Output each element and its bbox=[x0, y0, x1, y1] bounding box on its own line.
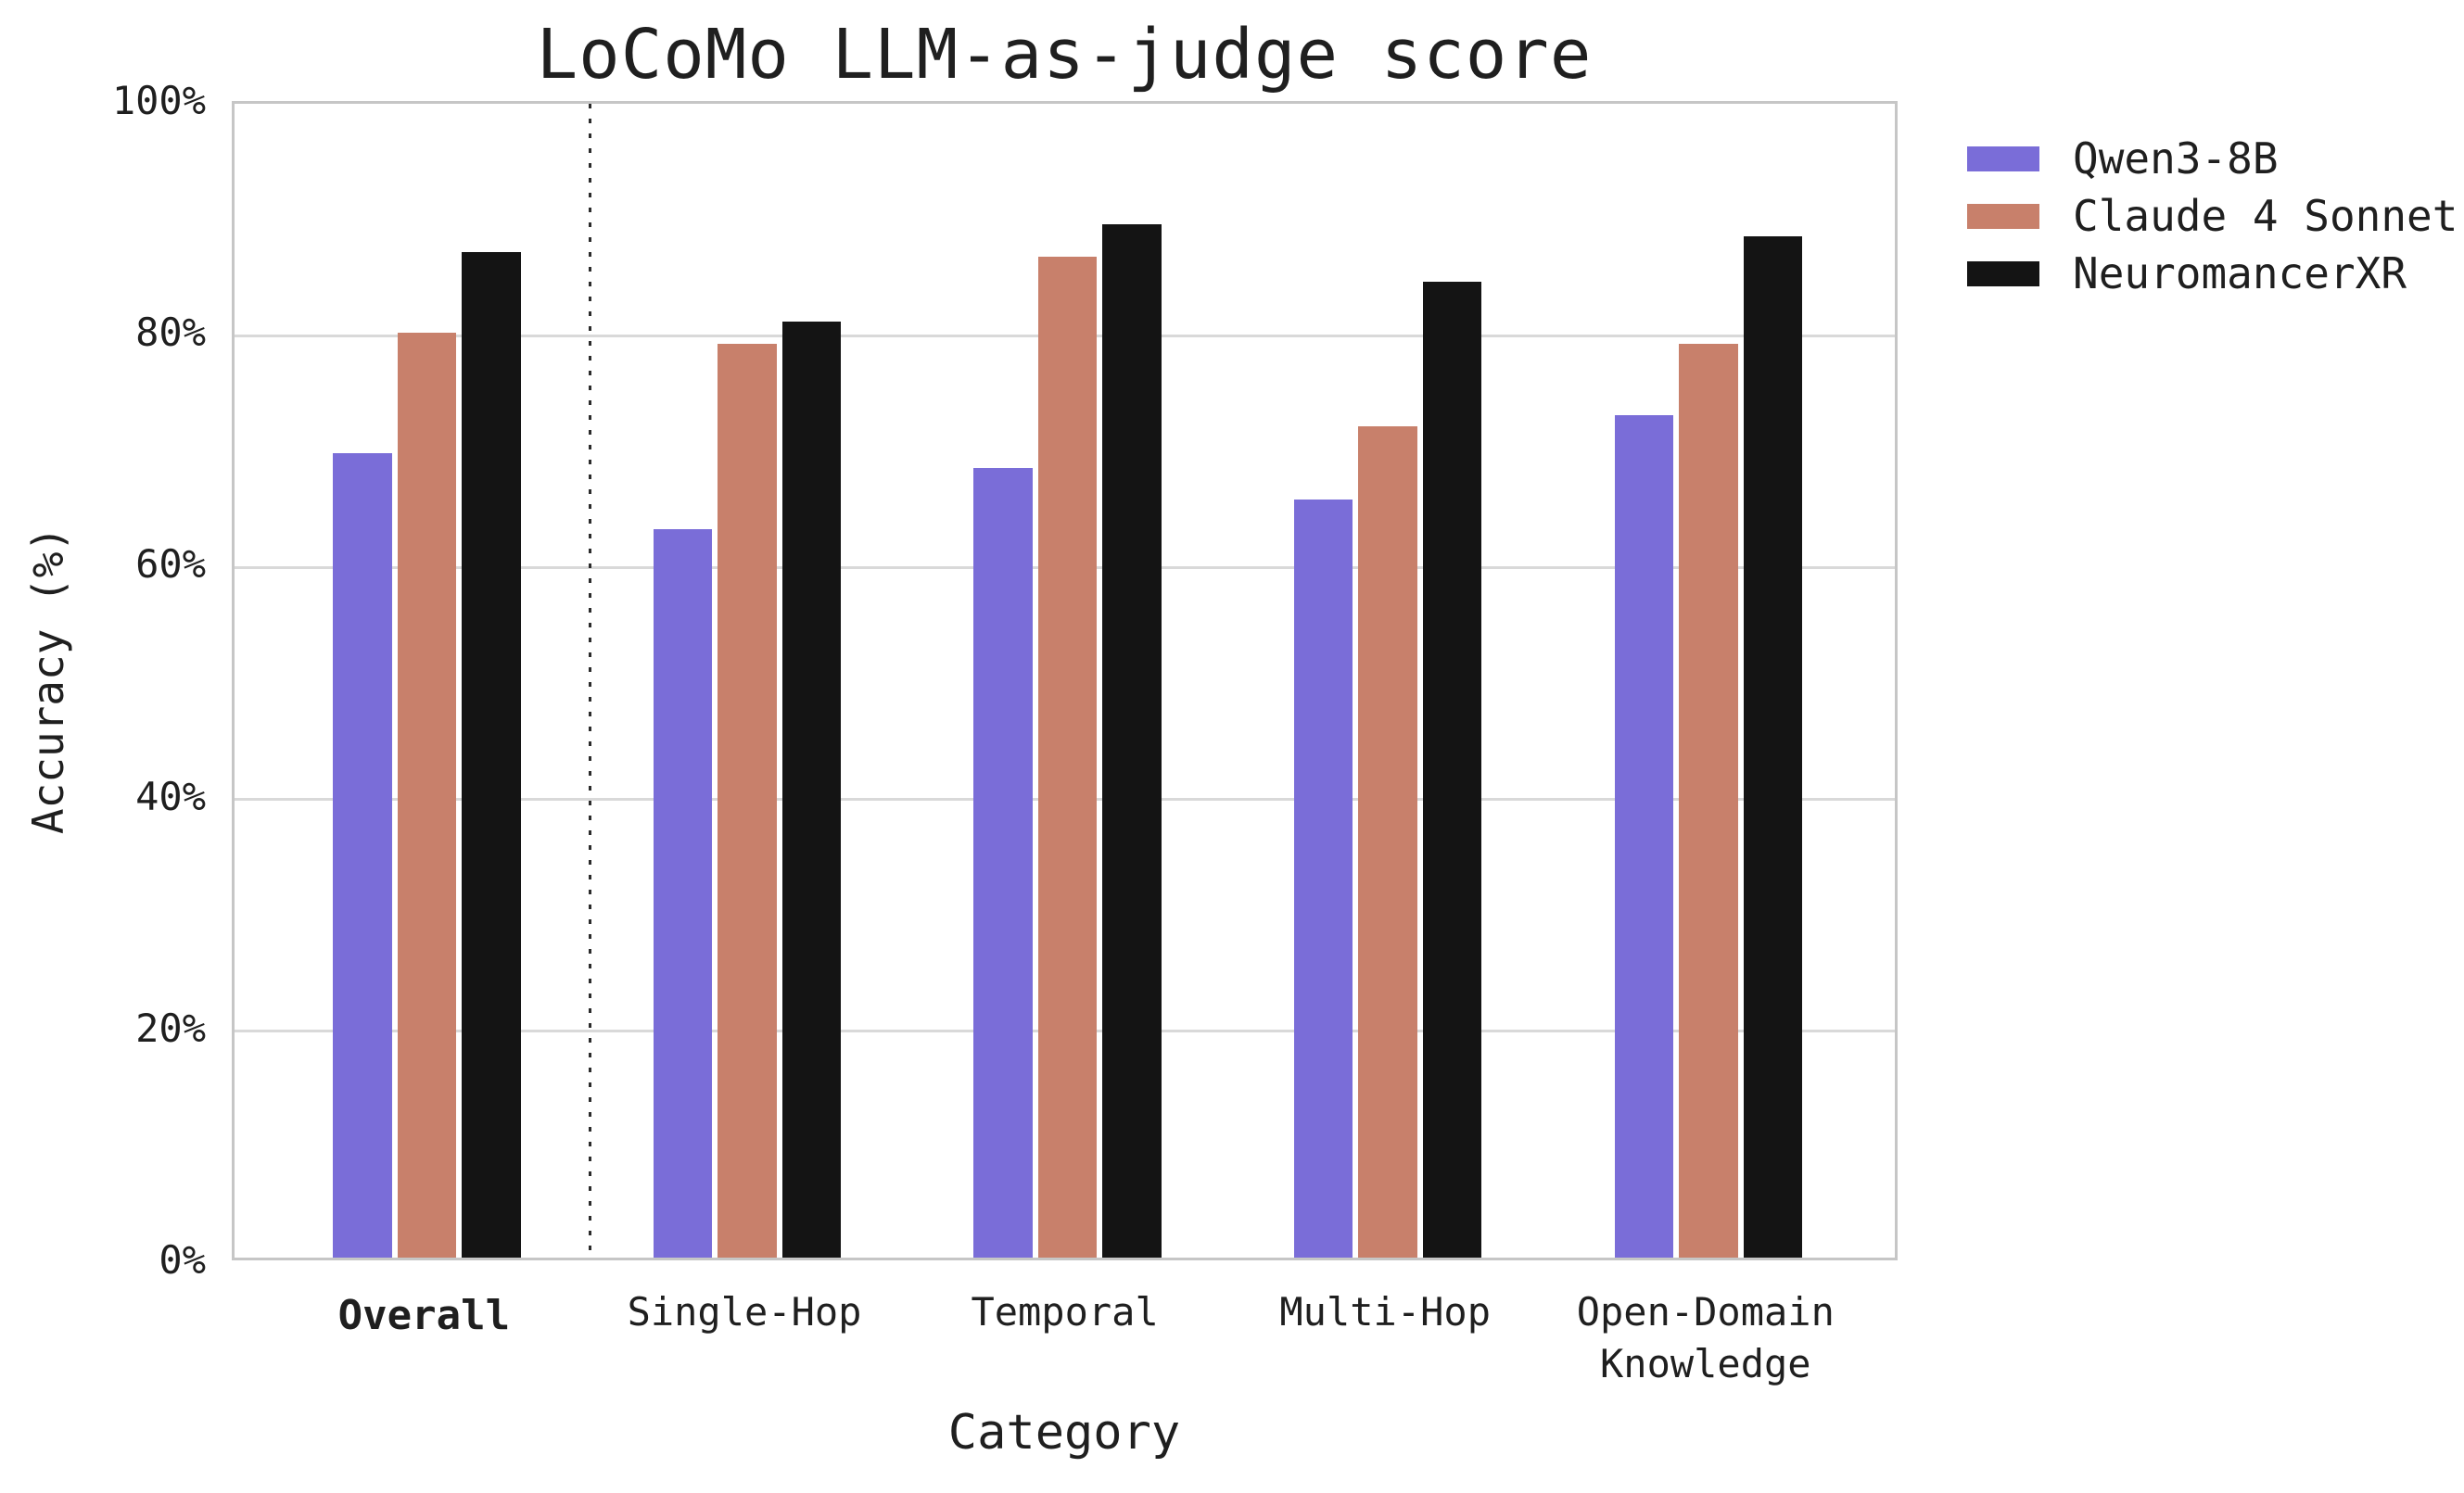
bar-qwen3-8b-single-hop bbox=[653, 529, 713, 1258]
bar-qwen3-8b-temporal bbox=[973, 468, 1033, 1258]
bar-neuromancerxr-temporal bbox=[1102, 224, 1162, 1258]
bar-neuromancerxr-open-domain bbox=[1743, 235, 1803, 1258]
ytick-label-100: 100% bbox=[111, 78, 206, 123]
xtick-label-single-hop: Single-Hop bbox=[627, 1289, 862, 1335]
legend-label: Claude 4 Sonnet bbox=[2073, 191, 2458, 241]
bar-claude-4-sonnet-multi-hop bbox=[1358, 426, 1417, 1258]
bar-qwen3-8b-multi-hop bbox=[1293, 499, 1353, 1258]
ytick-label-60: 60% bbox=[135, 541, 206, 588]
bar-claude-4-sonnet-open-domain bbox=[1679, 344, 1738, 1258]
ytick-label-40: 40% bbox=[135, 773, 206, 819]
legend-row-neuromancerxr: NeuromancerXR bbox=[1967, 245, 2458, 302]
bar-qwen3-8b-open-domain bbox=[1614, 414, 1674, 1258]
legend-swatch-icon bbox=[1967, 146, 2039, 171]
legend-label: NeuromancerXR bbox=[2073, 248, 2407, 298]
bar-qwen3-8b-overall bbox=[333, 452, 392, 1258]
bar-neuromancerxr-single-hop bbox=[781, 322, 842, 1258]
x-axis-title: Category bbox=[947, 1405, 1181, 1461]
bar-claude-4-sonnet-overall bbox=[397, 332, 457, 1258]
xtick-label-temporal: Temporal bbox=[971, 1289, 1159, 1335]
legend-label: Qwen3-8B bbox=[2073, 133, 2279, 183]
overall-separator-line bbox=[589, 104, 591, 1258]
bar-neuromancerxr-multi-hop bbox=[1422, 281, 1482, 1258]
legend-row-claude-4-sonnet: Claude 4 Sonnet bbox=[1967, 187, 2458, 245]
ytick-label-80: 80% bbox=[135, 310, 206, 356]
legend-swatch-icon bbox=[1967, 260, 2039, 286]
legend-row-qwen3-8b: Qwen3-8B bbox=[1967, 130, 2458, 187]
xtick-label-multi-hop: Multi-Hop bbox=[1279, 1289, 1491, 1335]
xtick-label-open-domain: Open-Domain Knowledge bbox=[1576, 1289, 1835, 1386]
bar-neuromancerxr-overall bbox=[462, 252, 521, 1258]
ytick-label-0: 0% bbox=[159, 1237, 206, 1283]
chart-title: LoCoMo LLM-as-judge score bbox=[536, 15, 1593, 95]
ytick-label-20: 20% bbox=[135, 1005, 206, 1051]
bar-claude-4-sonnet-single-hop bbox=[718, 344, 777, 1258]
xtick-label-overall: Overall bbox=[337, 1292, 511, 1339]
legend: Qwen3-8B Claude 4 Sonnet NeuromancerXR bbox=[1967, 130, 2458, 302]
legend-swatch-icon bbox=[1967, 203, 2039, 229]
bar-claude-4-sonnet-temporal bbox=[1037, 257, 1098, 1258]
plot-area bbox=[232, 101, 1898, 1260]
